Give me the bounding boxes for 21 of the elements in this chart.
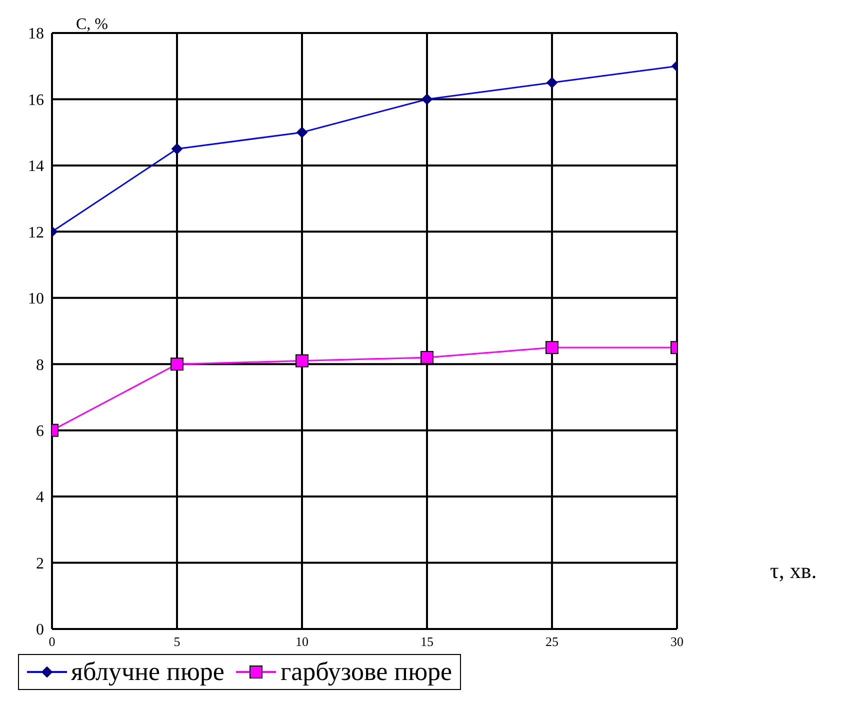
y-tick-label: 4 xyxy=(36,489,44,506)
y-tick-label: 16 xyxy=(28,92,44,109)
point xyxy=(420,350,434,364)
y-tick-label: 12 xyxy=(28,224,44,242)
y-tick-label: 18 xyxy=(28,26,44,43)
point xyxy=(296,354,308,368)
x-tick-label: 15 xyxy=(420,634,434,650)
y-tick-label: 2 xyxy=(36,555,44,572)
x-tick-label: 10 xyxy=(296,634,308,650)
x-tick-label: 0 xyxy=(48,634,56,650)
x-tick-label: 30 xyxy=(670,634,684,650)
x-tick-label: 5 xyxy=(174,634,180,650)
y-tick-label: 8 xyxy=(36,356,44,374)
legend-label: гарбузове пюре xyxy=(279,657,452,687)
y-tick-label: 10 xyxy=(28,290,44,308)
y-axis-title: С, % xyxy=(76,16,108,34)
x-axis-title: τ, хв. xyxy=(770,558,817,584)
y-tick-label: 14 xyxy=(28,158,44,176)
legend-label: яблучне пюре xyxy=(70,657,224,687)
y-tick-label: 6 xyxy=(36,423,44,440)
x-tick-label: 25 xyxy=(546,634,558,650)
